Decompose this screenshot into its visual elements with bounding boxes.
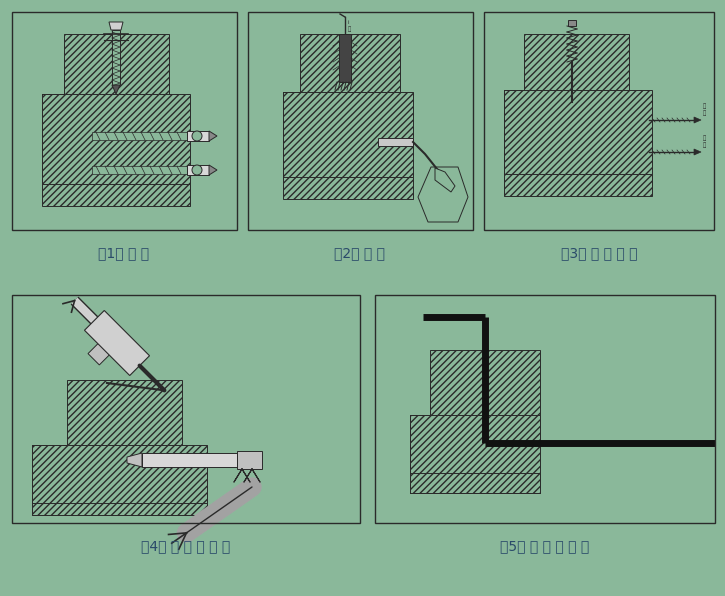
- Bar: [375, 295, 715, 523]
- Bar: [64, 34, 169, 116]
- Bar: [504, 174, 652, 196]
- Text: （3） 丙 酮 清 洗: （3） 丙 酮 清 洗: [560, 246, 637, 260]
- Bar: [237, 451, 262, 469]
- Bar: [410, 415, 540, 485]
- Bar: [92, 132, 187, 140]
- Polygon shape: [88, 334, 119, 365]
- Bar: [187, 165, 209, 175]
- Polygon shape: [418, 167, 468, 222]
- Text: i
下: i 下: [348, 20, 351, 32]
- Circle shape: [192, 131, 202, 141]
- Polygon shape: [112, 85, 120, 94]
- Text: （4） 注 入 胶 粘 剂: （4） 注 入 胶 粘 剂: [141, 539, 231, 553]
- Circle shape: [192, 165, 202, 175]
- Text: （1） 成 孔: （1） 成 孔: [99, 246, 149, 260]
- Bar: [484, 12, 714, 230]
- Bar: [42, 94, 190, 194]
- Bar: [339, 34, 351, 82]
- Bar: [112, 30, 120, 85]
- Polygon shape: [209, 165, 217, 175]
- Bar: [300, 34, 400, 109]
- Polygon shape: [694, 117, 701, 123]
- Bar: [504, 90, 652, 185]
- Text: （5） 插 入 连 接 件: （5） 插 入 连 接 件: [500, 539, 589, 553]
- Bar: [32, 445, 207, 515]
- Polygon shape: [209, 131, 217, 141]
- Bar: [568, 20, 576, 26]
- Bar: [142, 453, 237, 467]
- Bar: [248, 12, 473, 230]
- Text: 清
洗: 清 洗: [703, 136, 706, 148]
- Bar: [410, 473, 540, 493]
- Text: 丙
酮: 丙 酮: [703, 104, 706, 116]
- Bar: [67, 380, 182, 468]
- Polygon shape: [85, 311, 149, 375]
- Polygon shape: [435, 168, 455, 192]
- Bar: [187, 131, 209, 141]
- Bar: [32, 503, 207, 515]
- Bar: [283, 92, 413, 187]
- Bar: [92, 166, 187, 174]
- Bar: [283, 177, 413, 199]
- Polygon shape: [109, 22, 123, 30]
- Text: （2） 清 孔: （2） 清 孔: [334, 246, 386, 260]
- Bar: [378, 138, 413, 146]
- Bar: [12, 12, 237, 230]
- Polygon shape: [127, 453, 142, 467]
- Bar: [42, 184, 190, 206]
- Polygon shape: [694, 149, 701, 155]
- Bar: [430, 350, 540, 438]
- Bar: [12, 295, 360, 523]
- Bar: [524, 34, 629, 112]
